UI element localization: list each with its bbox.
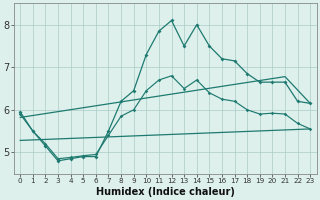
X-axis label: Humidex (Indice chaleur): Humidex (Indice chaleur) [96, 187, 235, 197]
